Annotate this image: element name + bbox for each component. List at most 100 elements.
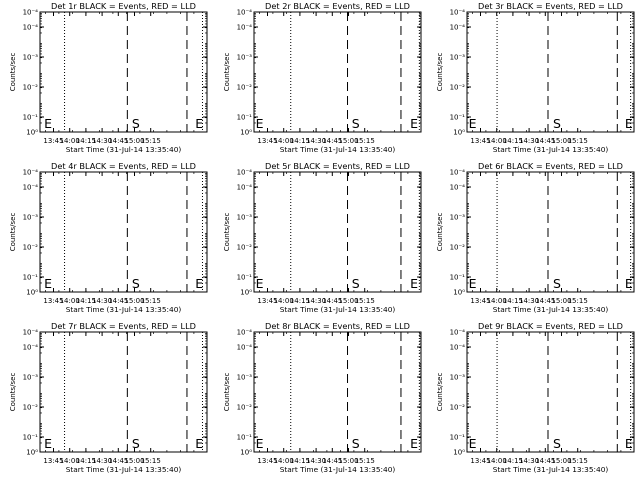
x-tick-label: 14:45 [108,457,128,465]
x-axis-label: Start Time (31-Jul-14 13:35:40) [66,465,182,474]
x-tick-label: 14:30 [519,137,539,145]
x-tick-label: 13:45 [257,457,277,465]
y-tick-label: 10⁻³ [237,214,253,222]
event-marker-label: S [553,276,561,291]
x-tick-label: 15:00 [338,457,358,465]
chart-panel: Det 3r BLACK = Events, RED = LLD 10⁰ 10⁻¹ 1… [436,1,635,154]
x-tick-label: 15:15 [568,457,588,465]
plot-frame [253,11,422,133]
x-tick-label: 14:00 [60,137,80,145]
event-marker-label: E [625,276,633,291]
x-tick-label: 15:15 [355,297,375,305]
y-tick-label: 10⁻⁴ [23,329,39,337]
event-marker-label: S [132,436,140,451]
x-tick-label: 15:00 [124,457,144,465]
x-tick-label: 14:15 [503,457,523,465]
y-tick-label: 10⁻² [450,244,466,252]
y-tick-label: 10⁻² [450,404,466,412]
y-tick-label: 10⁻² [23,404,39,412]
x-tick-label: 14:45 [535,297,555,305]
chart-panel: Det 2r BLACK = Events, RED = LLD 10⁰ 10⁻¹ 1… [223,1,422,154]
y-tick-label: 10⁰ [26,449,38,457]
y-tick-label: 10⁻⁴ [23,9,39,17]
y-tick-label: 10⁻¹ [237,274,253,282]
y-tick-label: 10⁻¹ [23,274,39,282]
x-tick-label: 14:45 [322,457,342,465]
x-tick-label: 15:00 [551,137,571,145]
plot-frame [39,171,208,293]
event-marker-label: S [132,276,140,291]
event-marker-label: E [469,276,477,291]
panel-title: Det 5r BLACK = Events, RED = LLD [265,161,410,171]
y-axis-label: Counts/sec [223,53,231,92]
x-tick-label: 14:45 [322,137,342,145]
y-axis-label: Counts/sec [9,373,17,412]
y-tick-label: 10⁻² [237,404,253,412]
x-tick-label: 14:30 [306,297,326,305]
y-tick-label: 10⁻⁴ [450,169,466,177]
x-tick-label: 14:30 [519,297,539,305]
panel-title: Det 1r BLACK = Events, RED = LLD [51,1,196,11]
y-tick-label: 10⁰ [453,449,465,457]
y-tick-label: 10⁻⁴ [23,184,39,192]
x-tick-label: 13:45 [43,137,63,145]
x-tick-label: 14:45 [108,137,128,145]
y-tick-label: 10⁰ [453,129,465,137]
x-tick-label: 13:45 [470,457,490,465]
x-tick-label: 14:00 [60,457,80,465]
x-tick-label: 14:30 [92,297,112,305]
event-marker-label: E [44,436,52,451]
y-tick-label: 10⁻³ [450,374,466,382]
y-axis-label: Counts/sec [436,213,444,252]
plot-frame [253,171,422,293]
x-tick-label: 13:45 [257,137,277,145]
x-tick-label: 15:00 [338,137,358,145]
x-tick-label: 15:15 [141,137,161,145]
plot-frame [466,171,635,293]
y-tick-label: 10⁻¹ [237,434,253,442]
x-tick-label: 15:15 [355,137,375,145]
x-axis-label: Start Time (31-Jul-14 13:35:40) [280,305,396,314]
y-tick-label: 10⁻⁴ [23,344,39,352]
y-axis-label: Counts/sec [436,53,444,92]
x-tick-label: 13:45 [470,137,490,145]
event-marker-label: S [352,276,360,291]
x-axis-label: Start Time (31-Jul-14 13:35:40) [66,305,182,314]
plot-frame [466,11,635,133]
y-tick-label: 10⁻⁴ [237,329,253,337]
x-tick-label: 15:15 [355,457,375,465]
panel-title: Det 7r BLACK = Events, RED = LLD [51,321,196,331]
plot-frame [39,11,208,133]
chart-panel: Det 8r BLACK = Events, RED = LLD 10⁰ 10⁻¹ 1… [223,321,422,474]
x-tick-label: 13:45 [43,457,63,465]
event-marker-label: E [44,116,52,131]
event-marker-label: E [195,276,203,291]
chart-panel: Det 6r BLACK = Events, RED = LLD 10⁰ 10⁻¹ 1… [436,161,635,314]
event-marker-label: S [132,116,140,131]
y-tick-label: 10⁰ [240,289,252,297]
y-tick-label: 10⁻³ [237,54,253,62]
x-tick-label: 14:30 [306,457,326,465]
y-tick-label: 10⁰ [240,129,252,137]
y-tick-label: 10⁰ [453,289,465,297]
y-tick-label: 10⁻⁴ [237,24,253,32]
y-tick-label: 10⁻² [237,84,253,92]
x-tick-label: 14:15 [76,457,96,465]
x-tick-label: 14:15 [290,457,310,465]
x-tick-label: 14:15 [503,297,523,305]
panel-title: Det 2r BLACK = Events, RED = LLD [265,1,410,11]
event-marker-label: E [256,276,264,291]
x-axis-label: Start Time (31-Jul-14 13:35:40) [280,145,396,154]
y-tick-label: 10⁻³ [450,214,466,222]
event-marker-label: E [410,116,418,131]
event-marker-label: E [469,436,477,451]
x-tick-label: 15:15 [141,457,161,465]
x-tick-label: 13:45 [257,297,277,305]
chart-panel: Det 4r BLACK = Events, RED = LLD 10⁰ 10⁻¹ 1… [9,161,208,314]
chart-panel: Det 5r BLACK = Events, RED = LLD 10⁰ 10⁻¹ 1… [223,161,422,314]
event-marker-label: E [410,276,418,291]
x-tick-label: 14:15 [290,297,310,305]
event-marker-label: E [256,436,264,451]
y-tick-label: 10⁻⁴ [23,24,39,32]
x-tick-label: 14:15 [290,137,310,145]
